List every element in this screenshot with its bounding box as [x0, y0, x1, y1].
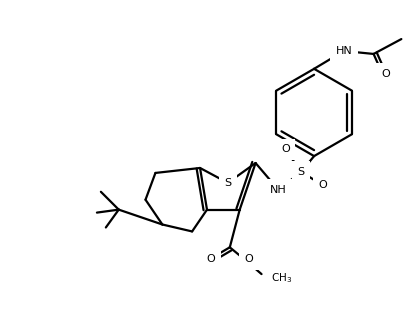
- Text: CH$_3$: CH$_3$: [272, 271, 293, 285]
- Text: S: S: [224, 178, 232, 188]
- Text: O: O: [244, 254, 253, 264]
- Text: S: S: [297, 167, 305, 177]
- Text: HN: HN: [335, 46, 352, 56]
- Text: O: O: [318, 180, 328, 190]
- Text: O: O: [381, 69, 390, 79]
- Text: NH: NH: [270, 185, 287, 195]
- Text: O: O: [281, 144, 290, 154]
- Text: O: O: [206, 254, 215, 264]
